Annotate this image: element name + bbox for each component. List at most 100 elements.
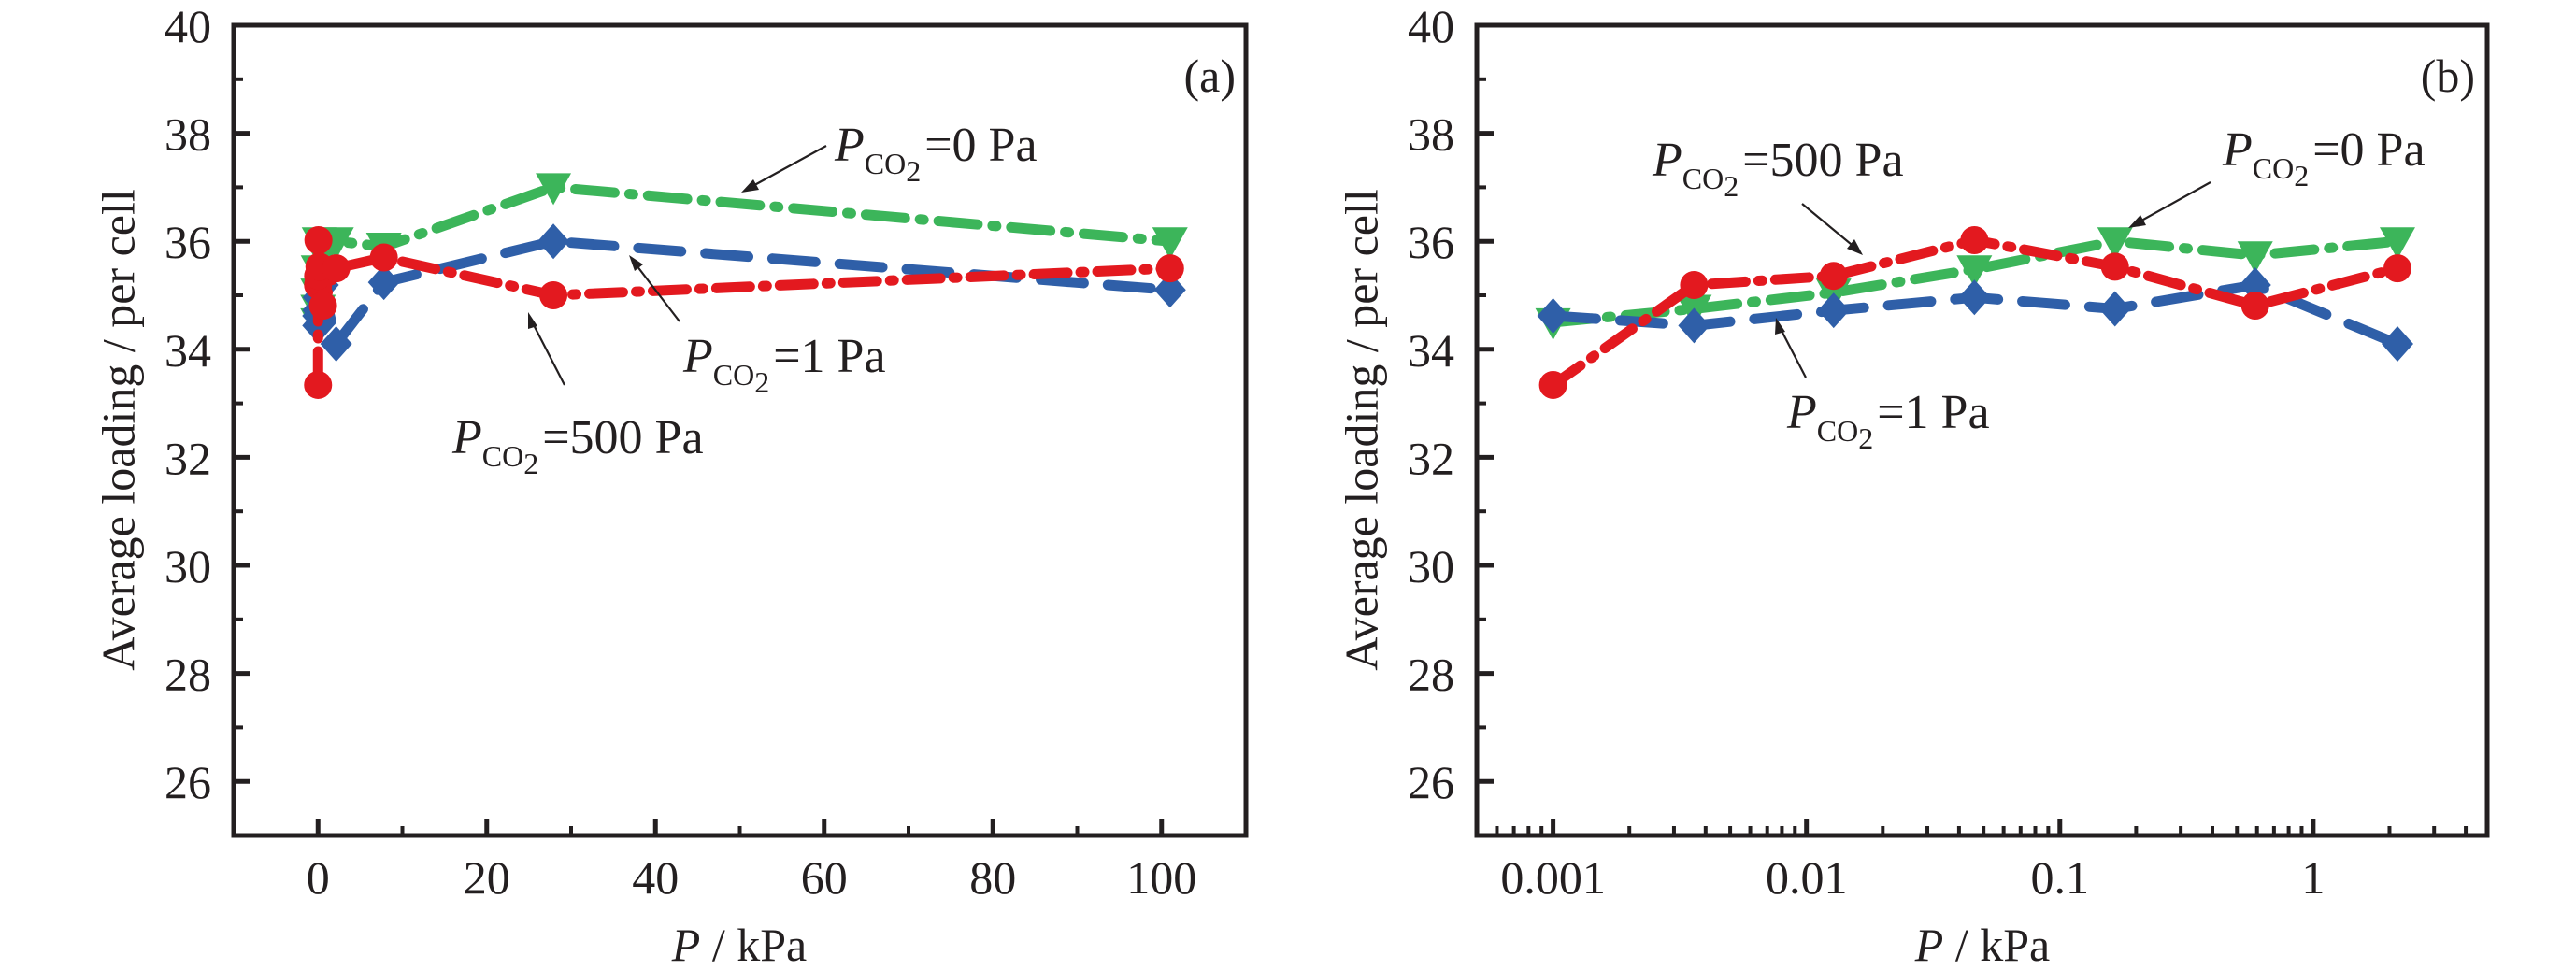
- annotation-subscript-2: 2: [906, 154, 921, 188]
- panel-a-ylabel: Average loading / per cell: [92, 189, 144, 671]
- data-point-circle: [539, 281, 568, 309]
- data-point-diamond: [2098, 291, 2131, 327]
- panel-b-ylabel: Average loading / per cell: [1335, 189, 1387, 671]
- data-point-circle: [2100, 252, 2129, 281]
- y-tick-label: 34: [1408, 324, 1454, 377]
- annotation-symbol: P: [2222, 123, 2253, 177]
- data-point-diamond: [367, 264, 400, 301]
- data-point-diamond: [1537, 297, 1569, 334]
- annotation-subscript: CO: [865, 147, 906, 180]
- panel-b-axes: 26 28 30 32 34 36 38 40 0.001 0.01 0.1 1: [1408, 0, 2490, 904]
- data-point-circle: [308, 291, 337, 320]
- data-point-triangle-down: [1956, 255, 1993, 288]
- panel-b-annotation-500pa: PCO2=500 Pa: [1652, 134, 1904, 255]
- svg-text:PCO2=0 Pa: PCO2=0 Pa: [2222, 123, 2426, 193]
- data-point-circle: [1680, 271, 1709, 300]
- panel-a-xlabel: P / kPa: [671, 919, 807, 970]
- series-line-dashed: [312, 235, 1176, 349]
- panel-b-annotation-1pa: PCO2=1 Pa: [1775, 318, 1990, 455]
- annotation-symbol: P: [1652, 134, 1682, 187]
- annotation-text: =1 Pa: [773, 330, 885, 383]
- x-tick-label: 0.01: [1766, 851, 1848, 904]
- y-tick-label: 36: [1408, 216, 1454, 268]
- data-point-triangle-down: [1152, 227, 1188, 260]
- panel-a-annotation-1pa: PCO2=1 Pa: [629, 255, 886, 399]
- annotation-text: =500 Pa: [542, 411, 703, 464]
- annotation-subscript-2: 2: [754, 365, 769, 399]
- panel-b-tag: (b): [2421, 50, 2475, 102]
- panel-a-xlabel-var: P: [671, 919, 701, 970]
- data-point-circle: [1538, 370, 1567, 399]
- annotation-symbol: P: [1786, 386, 1817, 439]
- annotation-subscript: CO: [1817, 414, 1858, 448]
- panel-b: 26 28 30 32 34 36 38 40 0.001 0.01 0.1 1 (b) Averag…: [1335, 0, 2490, 970]
- annotation-subscript-2: 2: [523, 447, 538, 480]
- annotation-subscript-2: 2: [2294, 159, 2309, 193]
- data-point-diamond: [1153, 272, 1186, 308]
- x-tick-label: 40: [632, 851, 679, 904]
- x-tick-label: 100: [1126, 851, 1196, 904]
- annotation-symbol: P: [451, 411, 482, 464]
- data-point-diamond: [320, 326, 352, 363]
- y-tick-label: 30: [1408, 540, 1454, 592]
- data-point-circle: [2383, 254, 2411, 283]
- panel-b-xlabel: P / kPa: [1914, 919, 2050, 970]
- svg-text:PCO2=0 Pa: PCO2=0 Pa: [834, 119, 1038, 188]
- panel-a-annotation-0pa: PCO2=0 Pa: [741, 119, 1038, 193]
- x-tick-label: 0.1: [2031, 851, 2090, 904]
- panel-b-xlabel-unit: / kPa: [1943, 919, 2050, 970]
- annotation-subscript: CO: [482, 439, 523, 473]
- data-point-circle: [304, 226, 333, 255]
- x-tick-label: 20: [464, 851, 510, 904]
- data-point-diamond: [1678, 307, 1710, 344]
- y-tick-label: 32: [165, 432, 211, 484]
- x-tick-label: 0: [307, 851, 330, 904]
- data-point-circle: [1155, 254, 1184, 283]
- data-point-circle: [304, 370, 333, 399]
- annotation-symbol: P: [834, 119, 865, 172]
- svg-text:PCO2=1 Pa: PCO2=1 Pa: [682, 330, 886, 399]
- data-point-diamond: [537, 223, 570, 260]
- panel-a-series: [300, 173, 1188, 399]
- data-point-circle: [2240, 291, 2269, 320]
- arrow-icon: [528, 312, 565, 386]
- y-tick-label: 28: [1408, 649, 1454, 701]
- y-tick-label: 26: [165, 756, 211, 808]
- panel-b-series: [1535, 226, 2415, 399]
- data-point-diamond: [1817, 292, 1850, 329]
- x-tick-label: 1: [2301, 851, 2325, 904]
- y-tick-label: 40: [1408, 0, 1454, 52]
- y-tick-label: 28: [165, 649, 211, 701]
- panel-a-tag: (a): [1184, 50, 1237, 102]
- annotation-text: =500 Pa: [1742, 134, 1903, 187]
- annotation-text: =0 Pa: [2312, 123, 2425, 177]
- x-tick-label: 0.001: [1500, 851, 1606, 904]
- data-point-triangle-down: [2379, 227, 2415, 260]
- svg-text:PCO2=500 Pa: PCO2=500 Pa: [1652, 134, 1904, 203]
- data-point-triangle-down: [536, 173, 572, 206]
- x-tick-label: 80: [969, 851, 1016, 904]
- data-point-triangle-down: [2237, 241, 2273, 274]
- panel-b-xlabel-var: P: [1914, 919, 1944, 970]
- annotation-text: =0 Pa: [924, 119, 1037, 172]
- y-tick-label: 30: [165, 540, 211, 592]
- y-tick-label: 26: [1408, 756, 1454, 808]
- annotation-subscript: CO: [1682, 162, 1724, 195]
- data-point-diamond: [1958, 279, 1991, 316]
- annotation-symbol: P: [682, 330, 713, 383]
- data-point-diamond: [2239, 267, 2271, 304]
- annotation-subscript: CO: [2253, 151, 2294, 185]
- panel-a: 26 28 30 32 34 36 38 40 0 20 40 60 80 100 (a) Average…: [92, 0, 1249, 970]
- y-tick-label: 38: [165, 108, 211, 161]
- arrow-icon: [741, 145, 827, 193]
- data-point-circle: [1819, 262, 1848, 291]
- data-point-circle: [369, 243, 398, 272]
- arrow-icon: [629, 255, 680, 322]
- y-tick-label: 32: [1408, 432, 1454, 484]
- annotation-subscript: CO: [713, 358, 754, 392]
- data-point-circle: [322, 254, 351, 283]
- svg-text:PCO2=1 Pa: PCO2=1 Pa: [1786, 386, 1990, 455]
- x-tick-label: 60: [801, 851, 848, 904]
- arrow-icon: [1775, 318, 1807, 378]
